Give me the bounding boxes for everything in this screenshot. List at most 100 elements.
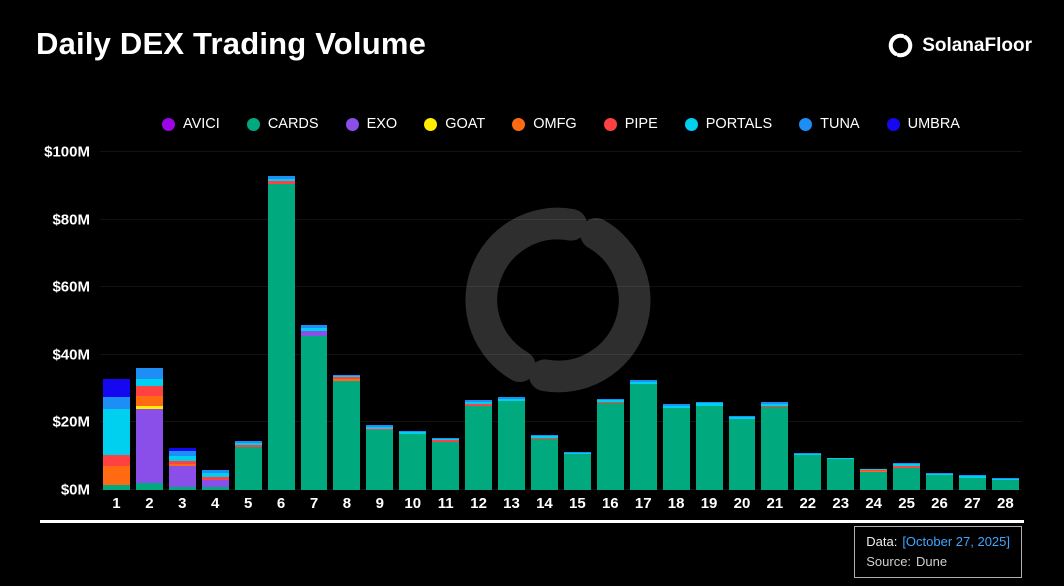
bar-day-16[interactable]: [594, 152, 627, 490]
bar-segment-exo[interactable]: [168, 466, 196, 487]
bar-segment-cards[interactable]: [168, 486, 196, 490]
bar-segment-cards[interactable]: [135, 483, 163, 490]
bar-segment-omfg[interactable]: [168, 463, 196, 467]
bar-segment-portals[interactable]: [267, 179, 295, 182]
bar-day-7[interactable]: [298, 152, 331, 490]
bar-segment-portals[interactable]: [333, 375, 361, 377]
bar-segment-tuna[interactable]: [135, 368, 163, 380]
bar-segment-cards[interactable]: [860, 472, 888, 490]
legend-item-omfg[interactable]: OMFG: [512, 116, 577, 132]
bar-segment-tuna[interactable]: [366, 425, 394, 427]
bar-segment-pipe[interactable]: [234, 445, 262, 447]
bar-day-27[interactable]: [956, 152, 989, 490]
bar-segment-cards[interactable]: [530, 438, 558, 490]
bar-segment-goat[interactable]: [135, 406, 163, 409]
bar-segment-exo[interactable]: [135, 408, 163, 484]
bar-segment-cards[interactable]: [728, 419, 756, 490]
bar-segment-portals[interactable]: [201, 473, 229, 477]
bar-segment-pipe[interactable]: [135, 385, 163, 397]
bar-segment-portals[interactable]: [728, 417, 756, 420]
bar-segment-tuna[interactable]: [827, 457, 855, 459]
legend-item-portals[interactable]: PORTALS: [684, 116, 772, 132]
bar-segment-cards[interactable]: [761, 406, 789, 490]
bar-segment-tuna[interactable]: [168, 451, 196, 456]
bar-segment-pipe[interactable]: [465, 403, 493, 407]
bar-segment-tuna[interactable]: [893, 462, 921, 465]
legend-item-tuna[interactable]: TUNA: [799, 116, 860, 132]
bar-segment-tuna[interactable]: [498, 397, 525, 400]
legend-item-avici[interactable]: AVICI: [162, 116, 220, 132]
bar-segment-cards[interactable]: [958, 477, 986, 490]
bar-day-15[interactable]: [561, 152, 594, 490]
bar-day-3[interactable]: [166, 152, 199, 490]
bar-segment-cards[interactable]: [234, 446, 262, 490]
bar-segment-portals[interactable]: [300, 327, 328, 331]
bar-segment-cards[interactable]: [333, 380, 361, 490]
bar-segment-cards[interactable]: [563, 453, 591, 490]
bar-segment-cards[interactable]: [300, 336, 328, 490]
bar-segment-tuna[interactable]: [860, 468, 888, 470]
bar-segment-tuna[interactable]: [794, 452, 822, 454]
bar-day-18[interactable]: [660, 152, 693, 490]
bar-segment-tuna[interactable]: [530, 434, 558, 436]
bar-segment-tuna[interactable]: [432, 437, 460, 439]
bar-segment-tuna[interactable]: [267, 176, 295, 180]
bar-segment-tuna[interactable]: [399, 430, 427, 433]
bar-segment-omfg[interactable]: [333, 379, 361, 381]
legend-item-goat[interactable]: GOAT: [424, 116, 485, 132]
bar-segment-tuna[interactable]: [300, 325, 328, 328]
bar-segment-portals[interactable]: [860, 469, 888, 471]
bar-segment-portals[interactable]: [498, 399, 525, 402]
bar-segment-portals[interactable]: [761, 403, 789, 406]
bar-segment-cards[interactable]: [366, 429, 394, 490]
bar-segment-portals[interactable]: [530, 435, 558, 438]
bar-segment-portals[interactable]: [432, 438, 460, 440]
bar-day-9[interactable]: [363, 152, 396, 490]
bar-segment-cards[interactable]: [465, 406, 493, 490]
bar-day-4[interactable]: [199, 152, 232, 490]
bar-day-22[interactable]: [791, 152, 824, 490]
bar-segment-portals[interactable]: [629, 381, 657, 384]
bar-segment-umbra[interactable]: [168, 447, 196, 452]
bar-segment-umbra[interactable]: [103, 378, 130, 398]
bar-segment-portals[interactable]: [563, 452, 591, 454]
bar-segment-omfg[interactable]: [860, 471, 888, 473]
bar-segment-portals[interactable]: [234, 442, 262, 446]
bar-segment-pipe[interactable]: [860, 470, 888, 472]
bar-segment-tuna[interactable]: [761, 402, 789, 404]
bar-day-21[interactable]: [758, 152, 791, 490]
bar-day-12[interactable]: [462, 152, 495, 490]
legend-item-pipe[interactable]: PIPE: [603, 116, 658, 132]
bar-segment-pipe[interactable]: [432, 440, 460, 443]
bar-segment-tuna[interactable]: [596, 399, 624, 401]
bar-segment-omfg[interactable]: [135, 396, 163, 407]
legend-item-umbra[interactable]: UMBRA: [886, 116, 960, 132]
bar-segment-cards[interactable]: [827, 459, 855, 490]
bar-day-2[interactable]: [133, 152, 166, 490]
bar-day-5[interactable]: [232, 152, 265, 490]
bar-segment-cards[interactable]: [794, 454, 822, 490]
bar-segment-cards[interactable]: [662, 407, 690, 490]
bar-segment-pipe[interactable]: [530, 437, 558, 439]
bar-day-17[interactable]: [627, 152, 660, 490]
bar-segment-portals[interactable]: [596, 400, 624, 403]
bar-segment-portals[interactable]: [695, 403, 723, 406]
bar-segment-portals[interactable]: [958, 476, 986, 478]
bar-segment-portals[interactable]: [168, 455, 196, 461]
bar-segment-pipe[interactable]: [267, 181, 295, 184]
bar-segment-tuna[interactable]: [333, 375, 361, 376]
bar-day-11[interactable]: [429, 152, 462, 490]
bar-segment-portals[interactable]: [465, 401, 493, 404]
bar-segment-tuna[interactable]: [103, 397, 130, 409]
bar-segment-tuna[interactable]: [563, 451, 591, 453]
bar-segment-tuna[interactable]: [728, 416, 756, 418]
bar-segment-pipe[interactable]: [893, 466, 921, 468]
bar-segment-cards[interactable]: [629, 383, 657, 490]
bar-segment-pipe[interactable]: [201, 476, 229, 480]
bar-segment-tuna[interactable]: [958, 474, 986, 477]
bar-segment-portals[interactable]: [662, 405, 690, 408]
bar-segment-portals[interactable]: [794, 453, 822, 455]
bar-day-20[interactable]: [726, 152, 759, 490]
bar-segment-omfg[interactable]: [103, 466, 130, 485]
bar-segment-tuna[interactable]: [926, 472, 953, 474]
